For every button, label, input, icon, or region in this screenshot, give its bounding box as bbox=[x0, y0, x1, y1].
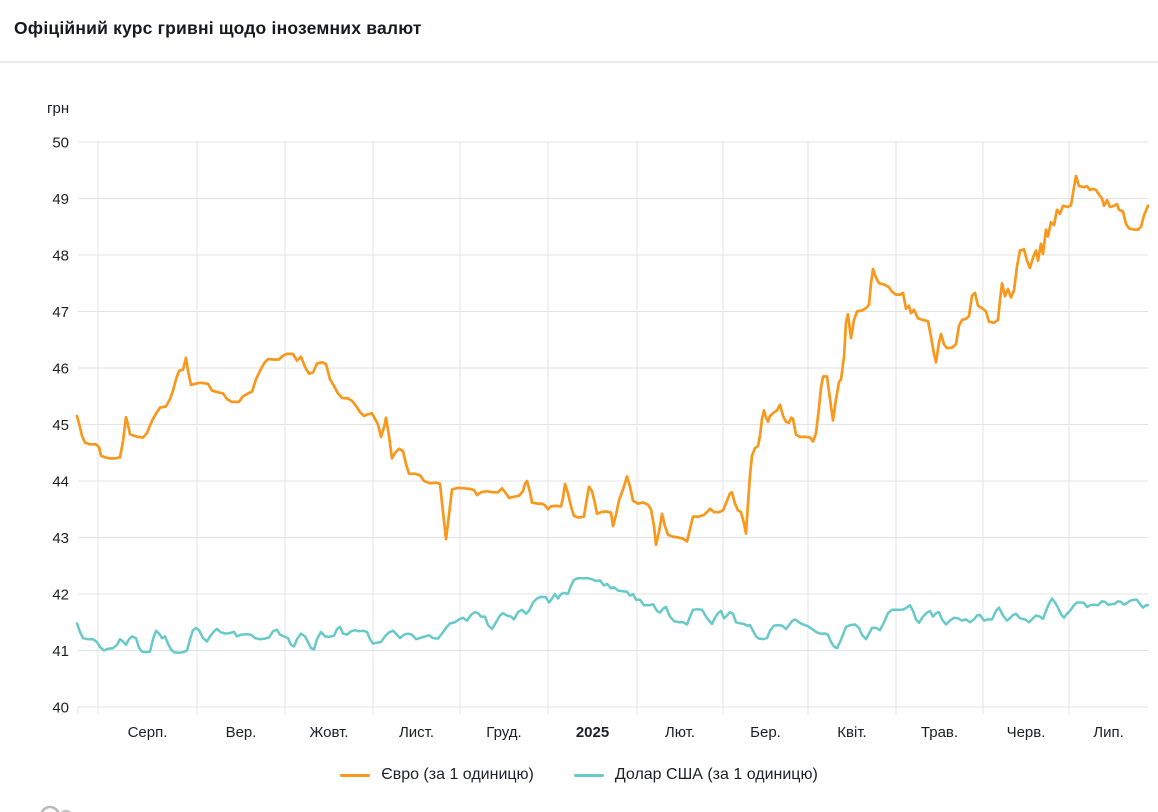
x-axis-month-label: Груд. bbox=[486, 724, 521, 741]
euro-series-line bbox=[75, 174, 1150, 547]
x-axis-month-label: 2025 bbox=[576, 724, 609, 741]
y-axis-tick-label: 44 bbox=[52, 474, 69, 491]
y-axis-tick-label: 41 bbox=[52, 643, 69, 660]
legend-item-usd[interactable]: Долар США (за 1 одиницю) bbox=[573, 766, 818, 784]
x-axis-month-label: Вер. bbox=[226, 724, 257, 741]
usd-series-line bbox=[75, 576, 1150, 655]
x-axis-month-label: Черв. bbox=[1007, 724, 1046, 741]
legend-label-usd: Долар США (за 1 одиницю) bbox=[614, 766, 818, 783]
x-axis-month-label: Бер. bbox=[750, 724, 781, 741]
x-axis-month-label: Лист. bbox=[399, 724, 434, 741]
chart-legend: Євро (за 1 одиницю) Долар США (за 1 один… bbox=[0, 766, 1158, 784]
euro-line-swatch-icon bbox=[340, 773, 371, 777]
y-axis-tick-label: 42 bbox=[52, 587, 69, 604]
y-axis-unit-label: грн bbox=[47, 100, 69, 117]
y-axis-tick-label: 48 bbox=[52, 248, 69, 265]
y-axis-tick-label: 46 bbox=[52, 361, 69, 378]
x-axis-month-label: Серп. bbox=[128, 724, 168, 741]
x-axis-month-label: Жовт. bbox=[309, 724, 348, 741]
x-axis-month-label: Лют. bbox=[665, 724, 695, 741]
legend-item-euro[interactable]: Євро (за 1 одиницю) bbox=[340, 766, 534, 784]
partial-logo-watermark bbox=[60, 809, 72, 812]
y-axis-tick-label: 45 bbox=[52, 417, 69, 434]
usd-line-swatch-icon bbox=[573, 773, 604, 777]
y-axis-tick-label: 43 bbox=[52, 530, 69, 547]
page-title: Офіційний курс гривні щодо іноземних вал… bbox=[14, 18, 422, 38]
y-axis-tick-label: 47 bbox=[52, 304, 69, 321]
x-axis-month-label: Квіт. bbox=[837, 724, 866, 741]
y-axis-tick-label: 50 bbox=[52, 135, 69, 152]
x-axis-month-label: Трав. bbox=[921, 724, 958, 741]
y-axis-tick-label: 40 bbox=[52, 700, 69, 717]
partial-logo-watermark bbox=[40, 805, 60, 812]
header-divider bbox=[0, 61, 1158, 63]
legend-label-euro: Євро (за 1 одиницю) bbox=[381, 766, 534, 783]
x-axis-month-label: Лип. bbox=[1093, 724, 1124, 741]
y-axis-tick-label: 49 bbox=[52, 191, 69, 208]
